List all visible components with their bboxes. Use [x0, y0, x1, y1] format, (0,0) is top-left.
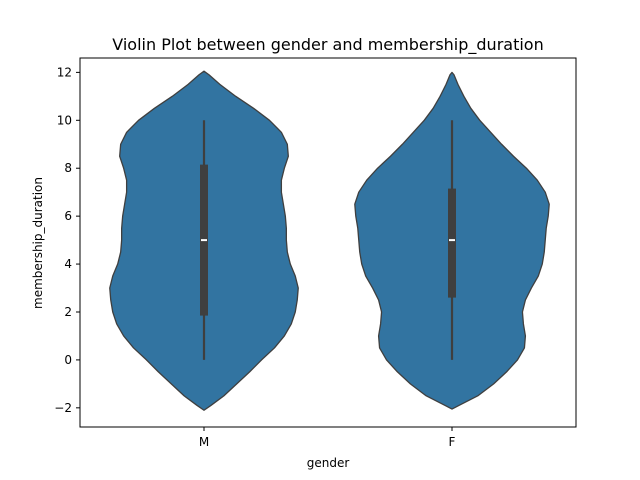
y-tick-label: 2 [64, 305, 72, 319]
plot-frame [79, 57, 577, 428]
x-tick-label: M [199, 435, 209, 449]
iqr-box-F [448, 188, 456, 298]
y-tick-label: 4 [64, 257, 72, 271]
x-axis-label: gender [307, 456, 350, 470]
x-tick-label: F [449, 435, 456, 449]
y-axis-label: membership_duration [31, 177, 45, 309]
chart-title: Violin Plot between gender and membershi… [112, 35, 543, 55]
y-tick-label: 6 [64, 209, 72, 223]
y-tick-label: −2 [54, 401, 72, 415]
y-tick-label: 8 [64, 161, 72, 175]
y-tick-label: 0 [64, 353, 72, 367]
ticks-layer: −2 0 2 4 6 8 10 12 M F [54, 65, 455, 449]
violins-layer [109, 70, 550, 411]
y-tick-label: 12 [57, 65, 72, 79]
y-tick-label: 10 [57, 113, 72, 127]
